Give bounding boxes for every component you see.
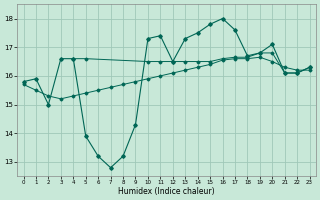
X-axis label: Humidex (Indice chaleur): Humidex (Indice chaleur) xyxy=(118,187,215,196)
